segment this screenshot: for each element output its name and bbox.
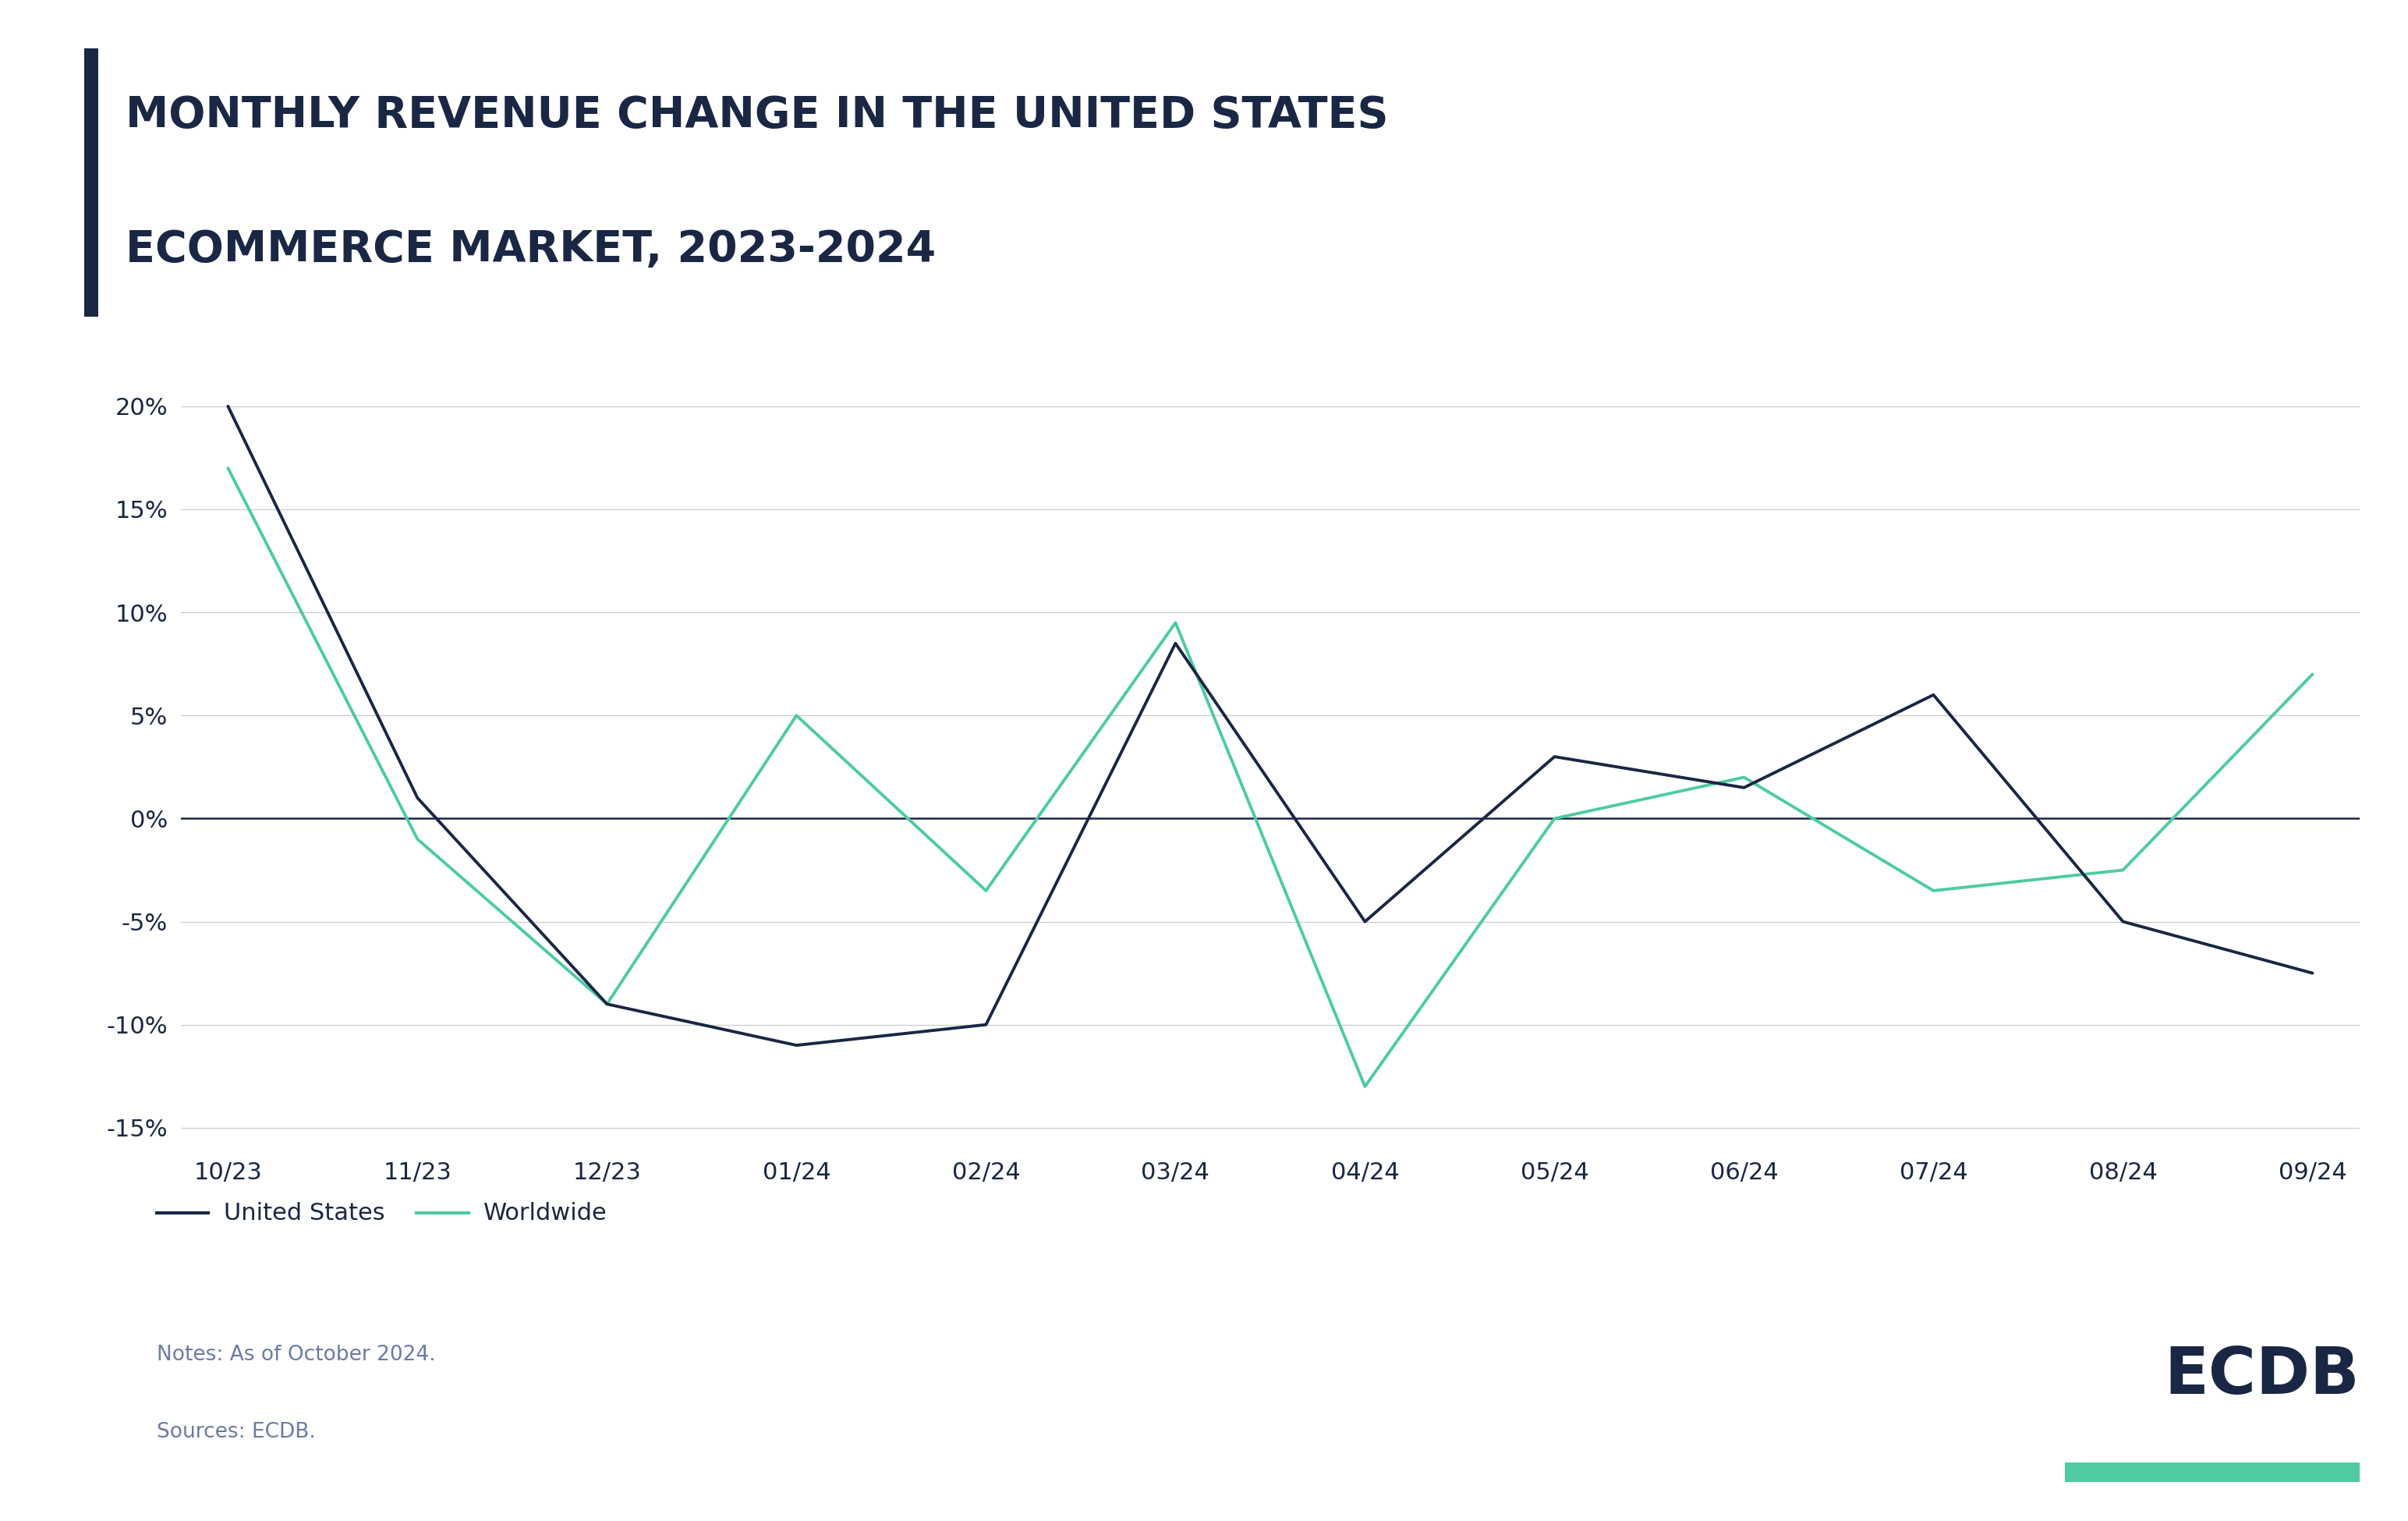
Text: Worldwide: Worldwide (484, 1202, 607, 1224)
Text: MONTHLY REVENUE CHANGE IN THE UNITED STATES: MONTHLY REVENUE CHANGE IN THE UNITED STA… (125, 94, 1387, 137)
Text: ECDB: ECDB (2165, 1345, 2360, 1407)
Bar (84, 49, 99, 316)
Text: Notes: As of October 2024.: Notes: As of October 2024. (157, 1345, 436, 1366)
Bar (2066, 1463, 2360, 1483)
Text: United States: United States (224, 1202, 385, 1224)
Text: ECOMMERCE MARKET, 2023-2024: ECOMMERCE MARKET, 2023-2024 (125, 228, 937, 271)
Text: Sources: ECDB.: Sources: ECDB. (157, 1422, 315, 1442)
